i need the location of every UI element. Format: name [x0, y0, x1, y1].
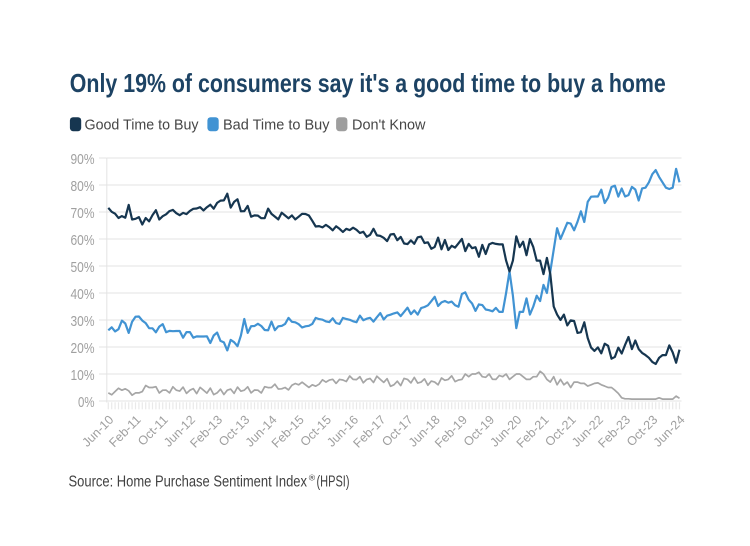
svg-text:Jun-24: Jun-24 [651, 413, 688, 450]
svg-text:30%: 30% [71, 313, 95, 330]
svg-text:(HPSI): (HPSI) [317, 474, 350, 491]
svg-text:80%: 80% [71, 178, 95, 195]
svg-text:Only 19% of consumers say it's: Only 19% of consumers say it's a good ti… [70, 68, 666, 98]
svg-text:40%: 40% [71, 286, 95, 303]
svg-text:Bad Time to Buy: Bad Time to Buy [223, 118, 330, 134]
svg-text:60%: 60% [71, 232, 95, 249]
svg-text:90%: 90% [71, 151, 95, 168]
svg-text:Good Time to Buy: Good Time to Buy [85, 118, 200, 134]
svg-text:20%: 20% [71, 340, 95, 357]
svg-text:70%: 70% [71, 205, 95, 222]
svg-text:10%: 10% [71, 367, 95, 384]
svg-text:50%: 50% [71, 259, 95, 276]
svg-text:Don't Know: Don't Know [352, 118, 426, 134]
svg-text:Source: Home Purchase Sentimen: Source: Home Purchase Sentiment Index [69, 474, 308, 491]
svg-text:0%: 0% [78, 394, 95, 411]
svg-text:®: ® [309, 473, 316, 483]
